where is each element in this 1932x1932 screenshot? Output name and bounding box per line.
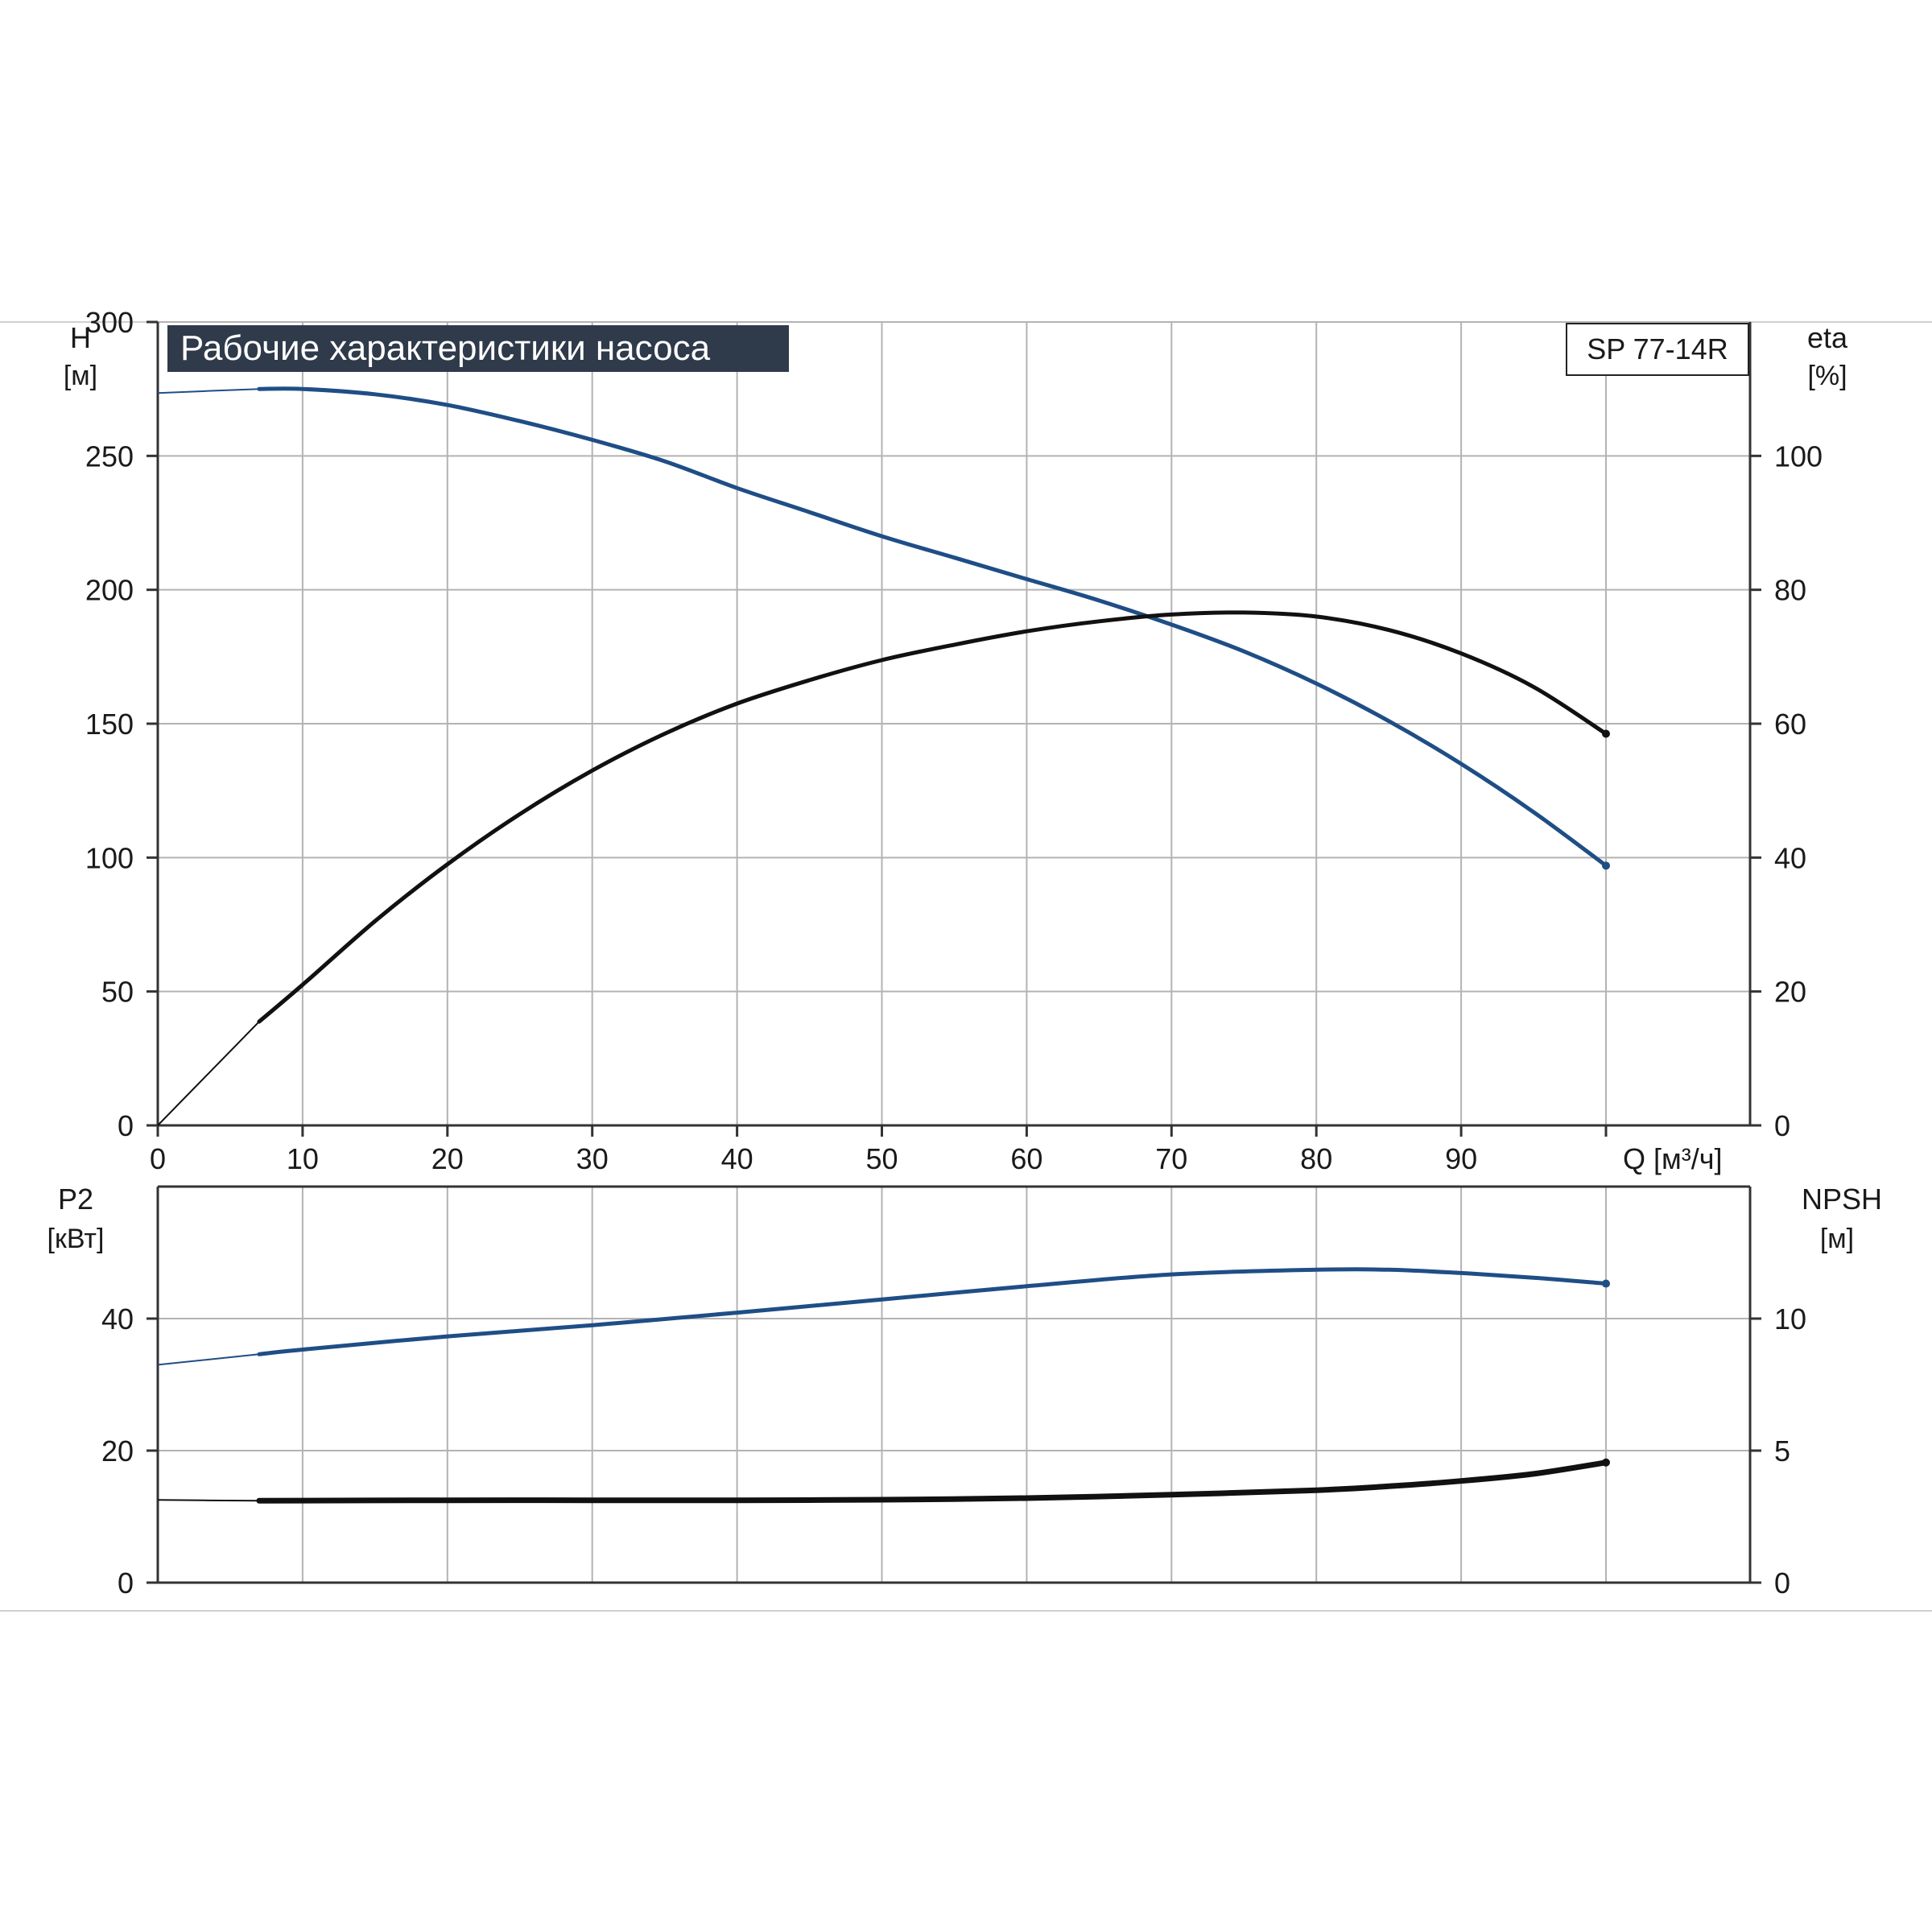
upper-series-0-end-point (1602, 861, 1610, 870)
left-y-tick-label: 200 (85, 574, 134, 607)
left-y-tick-label: 250 (85, 440, 134, 473)
lower-grid (158, 1187, 1750, 1583)
upper-grid (158, 321, 1750, 1125)
upper-series-0-extension (157, 388, 259, 394)
x-tick-label: 80 (1300, 1142, 1332, 1175)
upper-series-0-line (257, 386, 1608, 868)
upper-left-axis-title: H (70, 321, 91, 354)
right-y-tick-label: 100 (1774, 440, 1823, 473)
model-label: SP 77-14R (1587, 332, 1728, 365)
x-tick-label: 90 (1445, 1142, 1477, 1175)
lower-right-axis-title: NPSH (1802, 1183, 1882, 1216)
right-y-tick-label: 5 (1774, 1435, 1790, 1468)
lower-series-0-extension (157, 1353, 260, 1366)
x-tick-label: 0 (150, 1142, 166, 1175)
right-y-tick-label: 10 (1774, 1302, 1806, 1335)
title-badge: Рабочие характеристики насоса (167, 325, 789, 372)
x-tick-label: 40 (721, 1142, 753, 1175)
upper-series-1-line (257, 610, 1608, 1024)
lower-left-axis-unit: [кВт] (47, 1224, 105, 1254)
upper-series-1-extension (157, 1021, 260, 1126)
right-y-tick-label: 0 (1774, 1109, 1790, 1142)
x-tick-label: 70 (1155, 1142, 1187, 1175)
right-y-tick-label: 60 (1774, 708, 1806, 741)
x-tick-label: 50 (865, 1142, 898, 1175)
left-y-tick-label: 150 (85, 708, 134, 741)
x-tick-label: 30 (576, 1142, 609, 1175)
x-tick-label: 20 (431, 1142, 464, 1175)
lower-series-0-line (257, 1267, 1608, 1356)
right-y-tick-label: 40 (1774, 841, 1806, 874)
lower-left-axis-title: P2 (58, 1183, 93, 1216)
upper-series-1-end-point (1602, 729, 1610, 738)
upper-left-axis-unit: [м] (64, 361, 97, 391)
lower-series-1-extension (157, 1499, 259, 1502)
right-y-tick-label: 0 (1774, 1567, 1790, 1600)
upper-right-axis-title: eta (1807, 321, 1848, 354)
left-y-tick-label: 300 (85, 306, 134, 339)
left-y-tick-label: 100 (85, 841, 134, 874)
axes-layer (147, 320, 1761, 1584)
left-y-tick-label: 0 (118, 1109, 134, 1142)
tick-labels: 0 10 20 30 40 50 60 70 80 90050100150200250300020… (85, 306, 1823, 1600)
upper-right-axis-unit: [%] (1807, 361, 1847, 391)
x-tick-label: 60 (1010, 1142, 1042, 1175)
lower-right-axis-unit: [м] (1820, 1224, 1854, 1254)
lower-series-1-line (256, 1459, 1609, 1504)
left-y-tick-label: 40 (101, 1302, 134, 1335)
x-axis-label: Q [м³/ч] (1623, 1142, 1723, 1175)
left-y-tick-label: 20 (101, 1435, 134, 1468)
right-y-tick-label: 20 (1774, 976, 1806, 1009)
title-badge-text: Рабочие характеристики насоса (180, 328, 711, 368)
right-y-tick-label: 80 (1774, 574, 1806, 607)
left-y-tick-label: 0 (118, 1567, 134, 1600)
model-box: SP 77-14R (1566, 323, 1749, 376)
x-tick-label: 10 (287, 1142, 319, 1175)
lower-series-0-end-point (1602, 1279, 1610, 1288)
series-layer (157, 386, 1610, 1504)
left-y-tick-label: 50 (101, 976, 134, 1009)
lower-series-1-end-point (1602, 1458, 1610, 1467)
